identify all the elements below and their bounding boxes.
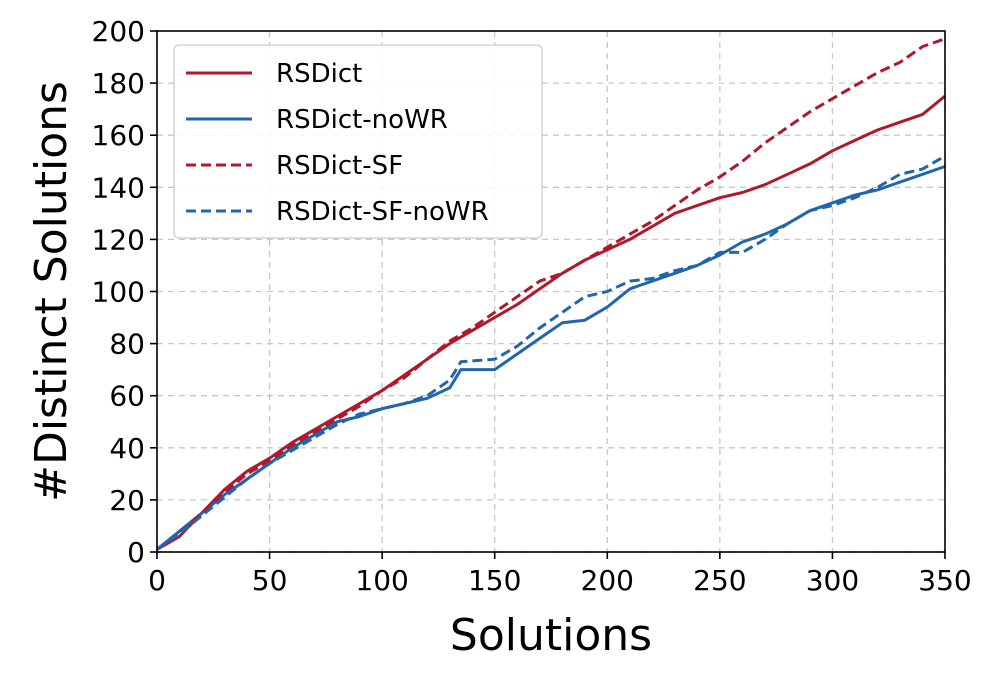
y-tick-label: 20	[109, 484, 145, 517]
axis-ticks: 0 50 100 150 200 250 300 350 0 20 40 60 80 100 120 140 1…	[92, 15, 972, 597]
x-tick-label: 150	[468, 564, 521, 597]
x-tick-label: 200	[581, 564, 634, 597]
y-tick-label: 40	[109, 432, 145, 465]
x-tick-label: 100	[355, 564, 408, 597]
plot-lines	[156, 37, 946, 551]
x-tick-label: 350	[918, 564, 971, 597]
legend-label: RSDict-SF-noWR	[276, 197, 489, 227]
y-tick-label: 180	[92, 67, 145, 100]
x-tick-label: 300	[806, 564, 859, 597]
y-axis-label: #Distinct Solutions	[26, 81, 77, 502]
y-tick-label: 80	[109, 328, 145, 361]
y-tick-label: 0	[127, 536, 145, 569]
y-tick-label: 120	[92, 223, 145, 256]
y-tick-label: 100	[92, 276, 145, 309]
series-line-rsdict-sf-nowr	[156, 154, 946, 551]
y-tick-label: 160	[92, 119, 145, 152]
legend: RSDict RSDict-noWR RSDict-SF RSDict-SF-noWR	[173, 44, 543, 239]
legend-label: RSDict	[276, 59, 362, 89]
series-line-rsdict	[156, 94, 946, 551]
legend-label: RSDict-SF	[276, 151, 403, 181]
legend-box	[173, 44, 543, 239]
y-tick-label: 200	[92, 15, 145, 48]
x-tick-label: 250	[693, 564, 746, 597]
y-tick-label: 60	[109, 380, 145, 413]
x-axis-label: Solutions	[450, 610, 652, 661]
x-tick-label: 0	[148, 564, 166, 597]
y-tick-label: 140	[92, 171, 145, 204]
x-tick-label: 50	[252, 564, 288, 597]
legend-label: RSDict-noWR	[276, 105, 448, 135]
series-line-rsdict-sf	[156, 37, 946, 551]
